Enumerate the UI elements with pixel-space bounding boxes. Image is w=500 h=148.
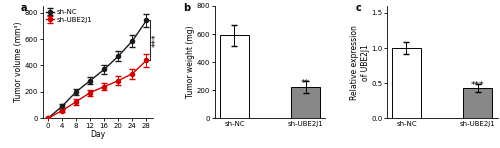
Legend: sh-NC, sh-UBE2J1: sh-NC, sh-UBE2J1 (46, 9, 92, 23)
Y-axis label: Tumor volume (mm³): Tumor volume (mm³) (14, 22, 24, 102)
Text: ***: *** (471, 81, 484, 90)
Bar (462, 88, 492, 118)
Bar (290, 87, 320, 118)
Text: **: ** (301, 79, 310, 88)
Text: ***: *** (152, 34, 160, 47)
Text: c: c (356, 3, 361, 13)
Bar (392, 48, 422, 118)
Bar (220, 35, 250, 118)
X-axis label: Day: Day (90, 130, 106, 139)
Text: b: b (184, 3, 190, 13)
Y-axis label: Tumor weight (mg): Tumor weight (mg) (186, 26, 196, 98)
Y-axis label: Relative expression
of UBE2J1: Relative expression of UBE2J1 (350, 25, 370, 100)
Text: a: a (20, 3, 27, 13)
